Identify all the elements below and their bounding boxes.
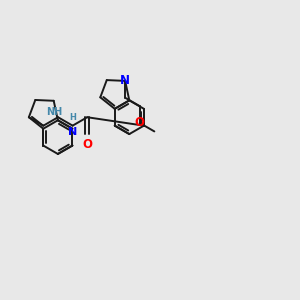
Text: O: O xyxy=(135,116,145,130)
Text: O: O xyxy=(82,138,92,151)
Text: H: H xyxy=(69,113,76,122)
Text: N: N xyxy=(120,74,130,87)
Text: NH: NH xyxy=(46,107,63,117)
Text: N: N xyxy=(68,127,77,136)
